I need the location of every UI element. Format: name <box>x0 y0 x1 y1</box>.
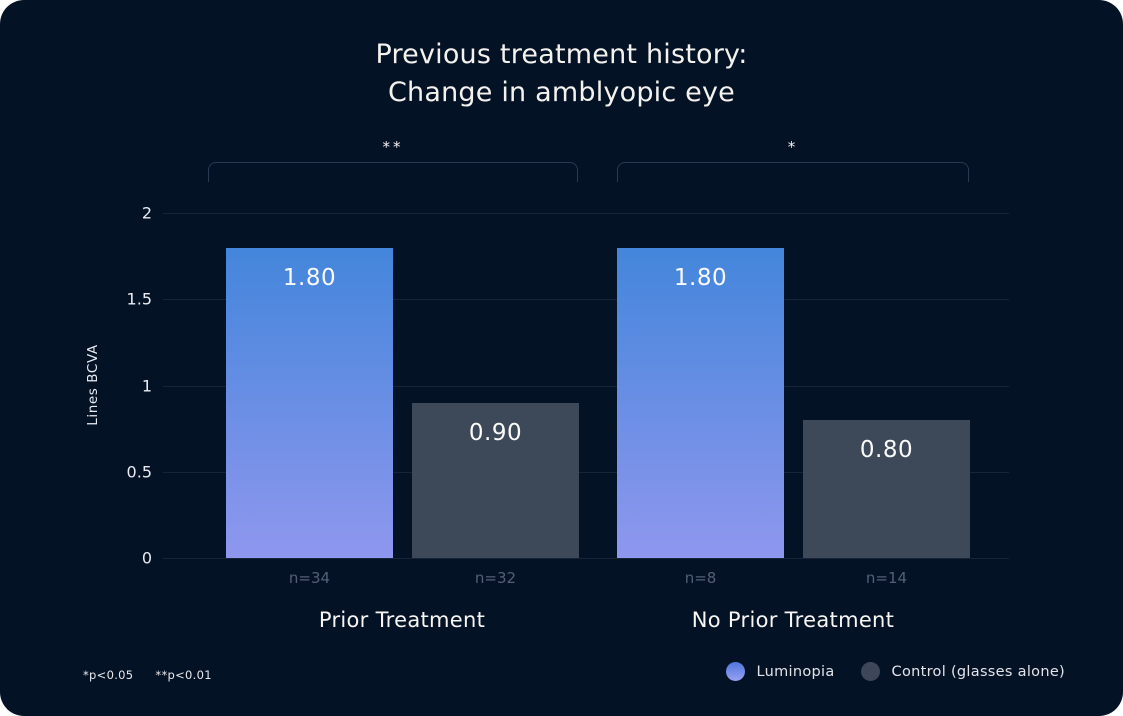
significance-bracket-1 <box>208 162 578 182</box>
n-label: n=14 <box>865 569 908 587</box>
legend-item-luminopia: Luminopia <box>725 662 835 681</box>
group-label-no-prior-treatment: No Prior Treatment <box>691 608 895 632</box>
bar-luminopia-no-prior-treatment: 1.80 <box>617 247 784 558</box>
legend-item-control: Control (glasses alone) <box>860 662 1065 681</box>
ytick-label-0.5: 0.5 <box>126 462 152 482</box>
bar-value-label: 0.80 <box>859 437 914 463</box>
bar-value-label: 0.90 <box>468 419 523 446</box>
ytick-label-1.5: 1.5 <box>126 289 152 309</box>
footnote-p001: **p<0.01 <box>155 668 212 682</box>
legend: Luminopia Control (glasses alone) <box>725 662 1066 681</box>
significance-bracket-2 <box>617 162 969 182</box>
footnotes: *p<0.05 **p<0.01 <box>83 668 212 682</box>
gridline-y-0 <box>163 558 1009 559</box>
chart-title-line2: Change in amblyopic eye <box>387 77 735 108</box>
n-label: n=32 <box>474 569 517 587</box>
bar-control-prior-treatment: 0.90 <box>412 402 579 558</box>
ytick-label-2: 2 <box>141 203 152 223</box>
footnote-p005: *p<0.05 <box>83 668 134 682</box>
legend-label-luminopia: Luminopia <box>756 663 835 680</box>
chart-title-line1: Previous treatment history: <box>375 39 748 70</box>
bar-value-label: 1.80 <box>282 264 337 291</box>
ytick-label-1: 1 <box>141 376 152 395</box>
chart-title: Previous treatment history: Change in am… <box>0 36 1123 112</box>
bar-control-no-prior-treatment: 0.80 <box>803 420 970 558</box>
gridline-y-1.5 <box>163 299 1009 301</box>
luminopia-swatch-icon <box>725 662 745 681</box>
n-label: n=34 <box>288 569 331 587</box>
significance-marker-1: ** <box>382 138 404 156</box>
group-label-prior-treatment: Prior Treatment <box>318 608 486 632</box>
gridline-y-0.5 <box>163 471 1009 473</box>
ytick-label-0: 0 <box>141 548 152 568</box>
significance-marker-2: * <box>787 138 799 156</box>
n-label: n=8 <box>684 569 717 587</box>
legend-label-control: Control (glasses alone) <box>891 663 1065 680</box>
gridline-y-1 <box>163 385 1009 387</box>
bar-luminopia-prior-treatment: 1.80 <box>226 247 393 558</box>
bar-value-label: 1.80 <box>673 264 728 291</box>
gridline-y-2 <box>163 213 1009 214</box>
control-swatch-icon <box>860 662 880 681</box>
